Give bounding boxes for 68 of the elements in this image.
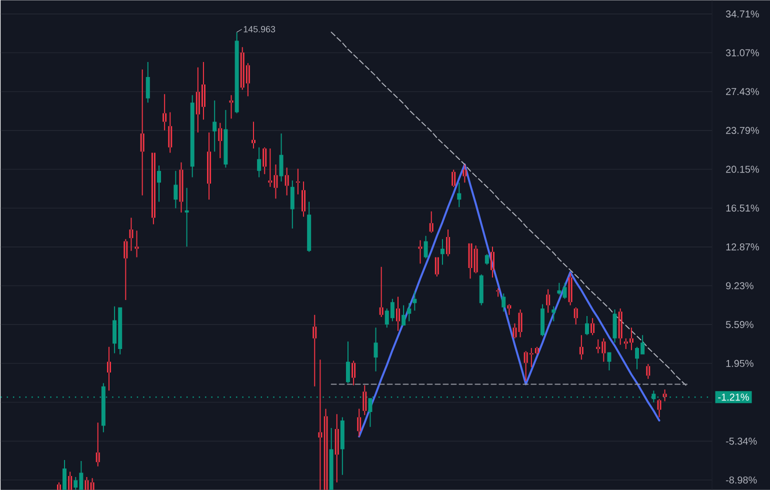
- annotation: 145.963: [244, 26, 276, 32]
- y-tick-label: 12.87%: [726, 243, 759, 250]
- candlestick: [96, 422, 100, 466]
- candlestick: [324, 408, 328, 490]
- candlestick: [396, 296, 400, 331]
- candlestick: [134, 230, 139, 258]
- candlestick: [84, 477, 89, 490]
- candlestick: [618, 308, 622, 345]
- candlestick: [418, 240, 422, 264]
- candlestick: [184, 188, 189, 247]
- candlestick: [568, 273, 572, 306]
- candlestick: [334, 414, 339, 482]
- y-tick-label: 20.15%: [726, 166, 759, 173]
- candlestick: [124, 239, 128, 300]
- candlestick: [129, 218, 134, 251]
- candlestick: [296, 168, 300, 194]
- y-tick-label: 23.79%: [726, 126, 759, 134]
- candlestick: [429, 211, 434, 233]
- candlestick: [507, 304, 512, 315]
- candlestick: [252, 122, 256, 148]
- candlestick: [90, 478, 94, 490]
- candlestick: [546, 289, 550, 313]
- candlestick: [496, 288, 500, 297]
- candlestick: [362, 385, 367, 416]
- candlestick: [534, 346, 539, 354]
- candlestick: [518, 310, 522, 338]
- candlestick: [434, 257, 439, 276]
- candlestick: [512, 323, 517, 338]
- y-tick-label: 27.43%: [726, 88, 759, 96]
- candlestick: [179, 162, 184, 212]
- candlestick: [452, 170, 456, 187]
- candlestick: [662, 390, 667, 402]
- candlestick: [302, 182, 306, 217]
- y-tick-label: 9.23%: [726, 282, 754, 290]
- y-tick-label: -8.98%: [726, 476, 757, 484]
- candlestick: [490, 246, 495, 278]
- candlestick: [162, 94, 167, 130]
- candlestick: [318, 360, 322, 490]
- ref-line-label: -1.21%: [718, 394, 749, 401]
- candlestick: [56, 482, 61, 490]
- candlestick: [229, 95, 234, 119]
- y-tick-label: 1.95%: [726, 360, 754, 367]
- candlestick: [168, 112, 172, 153]
- line-series: [330, 32, 688, 387]
- candlestick: [140, 70, 144, 196]
- candlestick: [218, 122, 222, 158]
- candlestick: [646, 364, 650, 379]
- candlestick: [312, 314, 317, 386]
- candlestick: [357, 408, 362, 436]
- candlestick: [574, 307, 578, 324]
- y-tick-label: -5.34%: [726, 438, 757, 445]
- candlestick: [590, 318, 595, 336]
- y-tick-label: 31.07%: [726, 49, 759, 56]
- candlestick: [207, 132, 212, 200]
- y-tick-label: 5.59%: [726, 321, 754, 328]
- candlestick: [284, 168, 289, 196]
- candlestick: [446, 230, 450, 256]
- candlestick: [352, 360, 356, 386]
- candlestick: [262, 147, 267, 174]
- candlestick: [579, 335, 584, 360]
- candlestick: [68, 472, 72, 490]
- candlestick: [657, 399, 662, 418]
- candlestick: [106, 346, 111, 391]
- candlestick: [462, 164, 467, 183]
- y-tick-label: 16.51%: [726, 204, 759, 212]
- candlestick: [151, 152, 156, 224]
- candlestick: [379, 266, 384, 318]
- y-tick-label: 34.71%: [726, 10, 759, 18]
